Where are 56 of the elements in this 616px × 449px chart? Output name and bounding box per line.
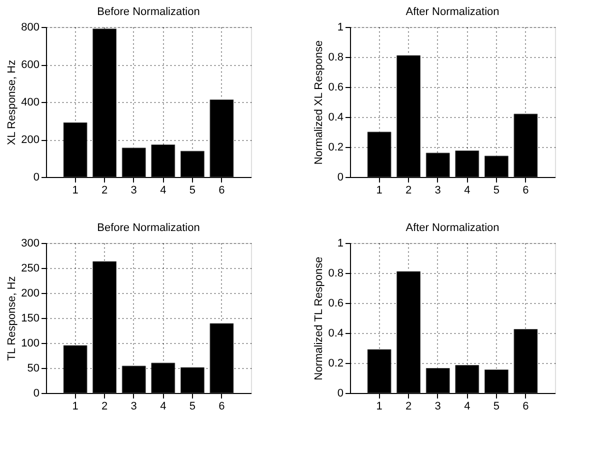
x-tick-label: 2	[102, 400, 108, 412]
y-axis-title: TL Response, Hz	[6, 276, 18, 361]
y-tick-label: 600	[21, 59, 40, 71]
x-tick-label: 5	[493, 400, 500, 412]
y-tick-label: 100	[21, 338, 40, 350]
y-tick-label: 0	[337, 172, 344, 184]
x-tick-label: 5	[189, 400, 196, 412]
x-tick-label: 4	[464, 184, 470, 196]
y-tick-label: 50	[27, 362, 40, 374]
x-tick-label: 4	[160, 400, 166, 412]
y-tick-label: 200	[21, 134, 40, 146]
y-tick-label: 0	[33, 172, 40, 184]
y-tick-label: 0.4	[328, 328, 344, 340]
x-tick-label: 1	[376, 400, 382, 412]
y-tick-label: 800	[21, 22, 40, 34]
x-tick-label: 2	[102, 184, 108, 196]
y-axis-title: Normalized TL Response	[313, 256, 326, 380]
x-tick-label: 1	[376, 184, 382, 196]
chart-title: Before Normalization	[97, 222, 200, 234]
y-tick-label: 150	[21, 312, 40, 324]
y-axis-title: Normalized XL Response	[313, 40, 326, 165]
chart-title: Before Normalization	[97, 6, 200, 18]
y-tick-label: 0.6	[328, 82, 344, 94]
x-tick-label: 1	[72, 400, 78, 412]
chart-title: After Normalization	[406, 6, 500, 18]
y-tick-label: 1	[337, 238, 344, 250]
y-axis-title: XL Response, Hz	[6, 60, 18, 146]
x-tick-label: 6	[218, 184, 225, 196]
y-tick-label: 400	[21, 96, 40, 108]
x-tick-label: 5	[493, 184, 500, 196]
x-tick-label: 3	[434, 184, 441, 196]
y-tick-label: 0.2	[328, 358, 344, 370]
y-tick-label: 0.4	[328, 112, 344, 124]
y-tick-label: 0.6	[328, 298, 344, 310]
y-tick-label: 250	[21, 262, 40, 274]
x-tick-label: 3	[130, 184, 137, 196]
x-tick-label: 3	[130, 400, 137, 412]
x-tick-label: 2	[406, 184, 412, 196]
x-tick-label: 1	[72, 184, 78, 196]
x-tick-label: 4	[464, 400, 470, 412]
y-tick-label: 1	[337, 22, 344, 34]
chart-title: After Normalization	[406, 222, 500, 234]
y-tick-label: 0	[33, 388, 40, 400]
x-tick-label: 6	[218, 400, 225, 412]
x-tick-label: 6	[522, 400, 529, 412]
y-tick-label: 0.8	[328, 268, 344, 280]
y-tick-label: 200	[21, 288, 40, 300]
x-tick-label: 4	[160, 184, 166, 196]
y-tick-label: 0.2	[328, 142, 344, 154]
y-tick-label: 0	[337, 388, 344, 400]
x-tick-label: 6	[522, 184, 529, 196]
x-tick-label: 3	[434, 400, 441, 412]
x-tick-label: 5	[189, 184, 196, 196]
y-tick-label: 0.8	[328, 52, 344, 64]
y-tick-label: 300	[21, 238, 40, 250]
x-tick-label: 2	[406, 400, 412, 412]
